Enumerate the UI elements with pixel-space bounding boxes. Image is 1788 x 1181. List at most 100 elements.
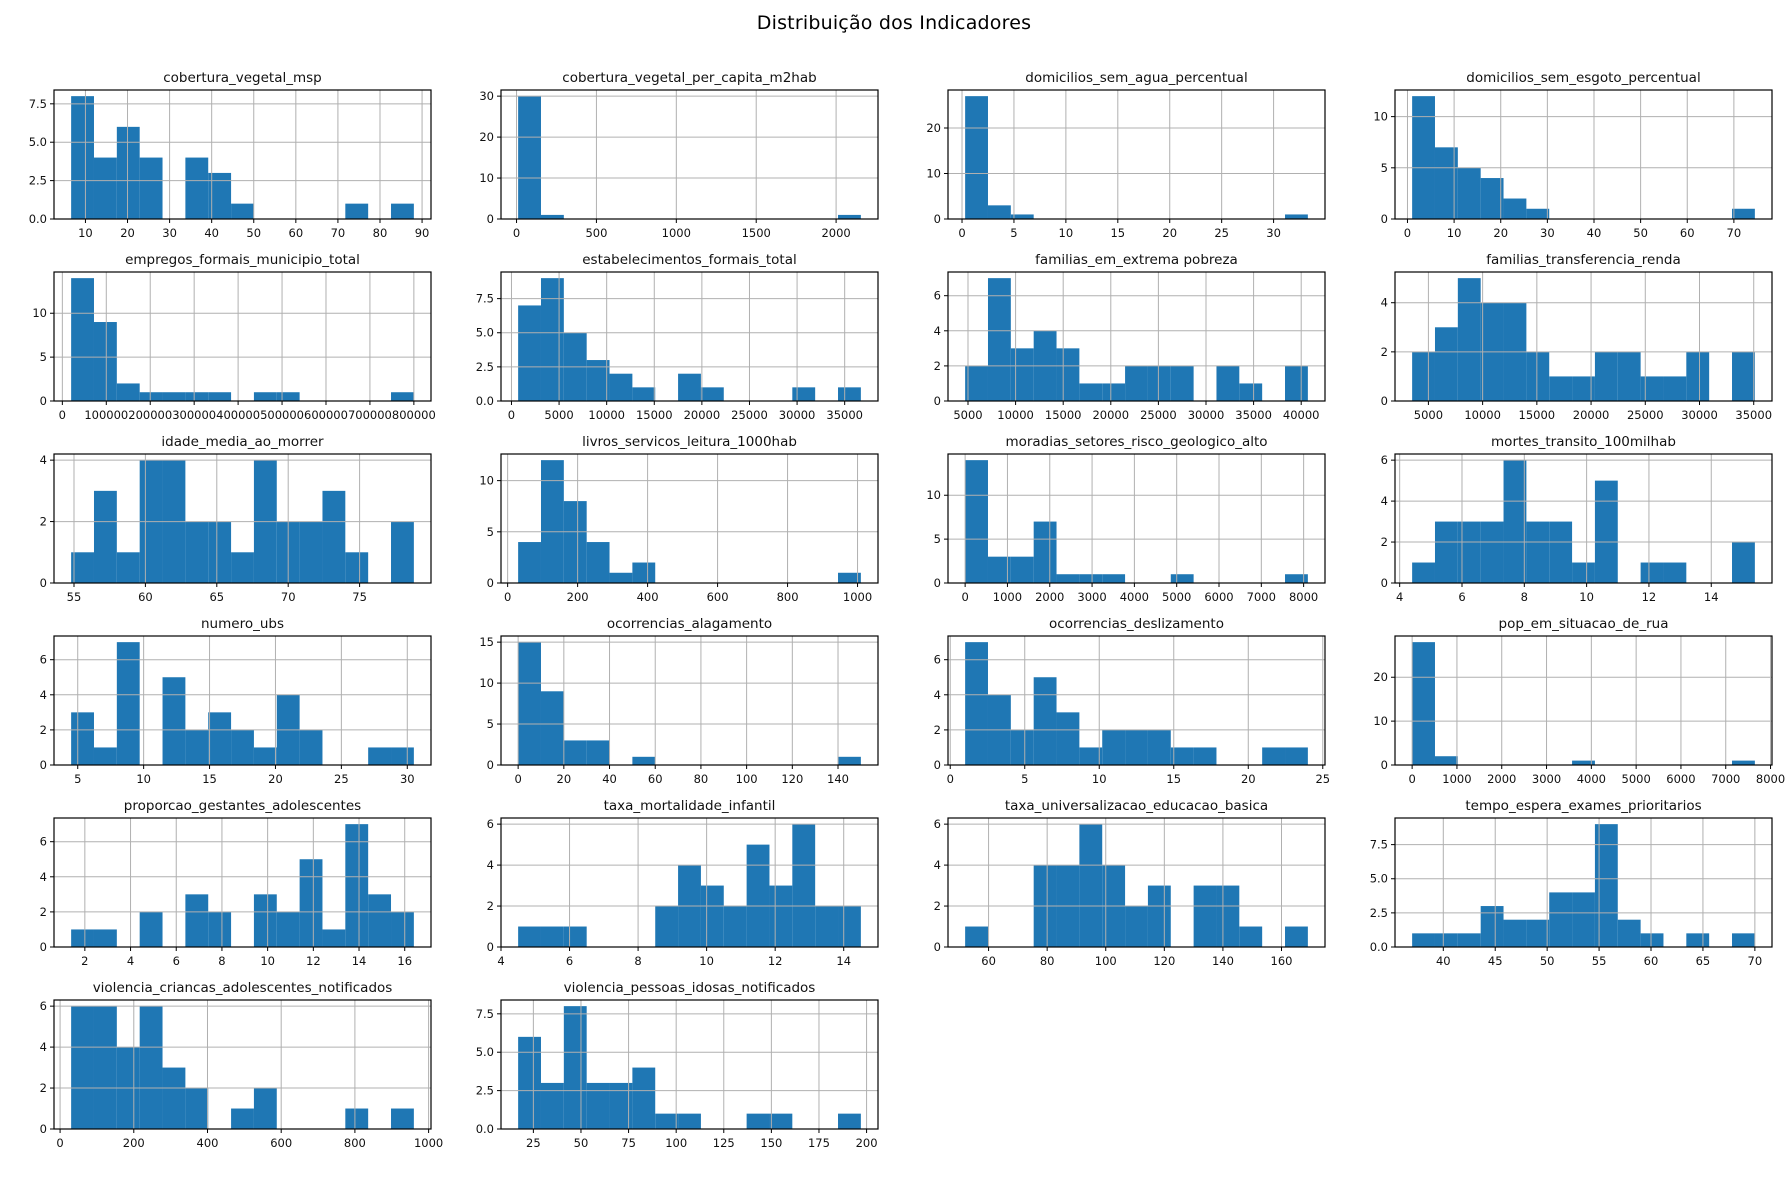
bar xyxy=(838,906,861,947)
bar xyxy=(1594,351,1618,401)
bar xyxy=(1480,521,1504,583)
bar xyxy=(368,747,392,765)
tick-label-x: 800 xyxy=(777,590,799,604)
tick-label-y: 5 xyxy=(487,525,494,539)
tick-label-x: 1000 xyxy=(414,1136,443,1150)
tick-label-y: 0 xyxy=(934,758,941,772)
tick-label-x: 8000 xyxy=(1756,772,1785,786)
tick-label-x: 5000 xyxy=(953,408,982,422)
bar xyxy=(609,572,633,583)
tick-label-y: 6 xyxy=(487,817,494,831)
tick-label-y: 4 xyxy=(1381,494,1388,508)
tick-label-x: 150 xyxy=(760,1136,782,1150)
histogram-ocorrencias-alagamento: ocorrencias_alagamento 0 20 40 60 80 100 120 140… xyxy=(447,614,894,792)
tick-label-x: 120 xyxy=(781,772,803,786)
tick-label-x: 10 xyxy=(1092,772,1107,786)
plot-frame xyxy=(947,635,1326,766)
tick-label-x: 125 xyxy=(713,1136,735,1150)
bar xyxy=(391,747,414,765)
bar xyxy=(1457,933,1481,947)
bar xyxy=(1412,562,1435,583)
tick-label-x: 100 xyxy=(736,772,758,786)
bar xyxy=(1193,885,1217,947)
tick-label-x: 6000 xyxy=(1666,772,1695,786)
bar xyxy=(632,756,656,765)
tick-label-x: 0 xyxy=(514,772,521,786)
plot-frame xyxy=(1394,89,1773,220)
bar xyxy=(987,556,1011,583)
tick-label-x: 300000 xyxy=(172,408,216,422)
bar xyxy=(723,906,747,947)
tick-label-x: 14 xyxy=(836,954,851,968)
chart-title: domicilios_sem_agua_percentual xyxy=(1025,70,1247,86)
bar xyxy=(1663,562,1687,583)
bar xyxy=(1125,729,1148,765)
bar xyxy=(700,885,724,947)
tick-label-y: 7.5 xyxy=(476,1007,494,1021)
bar xyxy=(609,373,633,401)
bar xyxy=(299,729,323,765)
tick-label-x: 6000 xyxy=(1204,590,1233,604)
bar xyxy=(1640,933,1664,947)
tick-label-y: 10 xyxy=(926,166,941,180)
bar xyxy=(518,926,541,947)
tick-label-x: 16 xyxy=(397,954,412,968)
bar xyxy=(71,712,94,765)
tick-label-x: 15 xyxy=(1110,226,1125,240)
tick-label-x: 80 xyxy=(373,226,388,240)
bar xyxy=(632,1067,656,1129)
bar xyxy=(1617,919,1641,947)
plot-frame xyxy=(1394,271,1773,402)
chart-title: tempo_espera_exames_prioritarios xyxy=(1465,798,1701,814)
bar xyxy=(391,1108,414,1129)
plot-frame xyxy=(1394,817,1773,948)
bar xyxy=(231,729,254,765)
bar xyxy=(1010,214,1034,219)
bar xyxy=(162,677,186,765)
bar xyxy=(276,392,300,401)
histogram-mortes-transito-100milhab: mortes_transito_100milhab 4 6 8 10 12 14 0 2 4 6 xyxy=(1341,432,1788,610)
bar xyxy=(586,360,610,401)
bar xyxy=(1010,729,1034,765)
tick-label-y: 2.5 xyxy=(29,174,47,188)
bar xyxy=(1572,892,1595,947)
tick-label-y: 6 xyxy=(934,653,941,667)
bar xyxy=(965,642,988,765)
bar xyxy=(299,521,323,583)
tick-label-x: 25 xyxy=(1315,772,1330,786)
bar xyxy=(540,926,564,947)
tick-label-x: 2000 xyxy=(1487,772,1516,786)
tick-label-y: 2 xyxy=(934,723,941,737)
bar xyxy=(322,490,346,583)
tick-label-x: 6 xyxy=(566,954,573,968)
tick-label-x: 0 xyxy=(504,590,511,604)
tick-label-x: 600 xyxy=(707,590,729,604)
plot-frame xyxy=(500,453,879,584)
histogram-domicilios-sem-agua-percentual: domicilios_sem_agua_percentual 0 5 10 15 20 25… xyxy=(894,68,1341,246)
bar xyxy=(93,747,117,765)
bar xyxy=(1239,383,1263,401)
plot-numero-ubs: numero_ubs 5 10 15 20 25 30 0 2 4 6 xyxy=(40,616,432,786)
bar xyxy=(185,157,209,219)
histogram-livros-servicos-leitura-1000hab: livros_servicos_leitura_1000hab 0 200 400 60… xyxy=(447,432,894,610)
chart-title: empregos_formais_municipio_total xyxy=(125,252,360,268)
bar xyxy=(1663,376,1687,401)
plot-domicilios-sem-esgoto-percentual: domicilios_sem_esgoto_percentual 0 10 20 30 4… xyxy=(1373,70,1773,240)
tick-label-x: 80 xyxy=(1040,954,1055,968)
bar xyxy=(71,278,94,401)
bar xyxy=(838,756,861,765)
tick-label-y: 10 xyxy=(926,488,941,502)
tick-label-y: 0.0 xyxy=(476,394,494,408)
tick-label-y: 5 xyxy=(934,532,941,546)
tick-label-x: 65 xyxy=(209,590,224,604)
bar xyxy=(1285,214,1308,219)
chart-title: familias_em_extrema pobreza xyxy=(1035,252,1238,268)
bar xyxy=(1434,147,1458,219)
bar xyxy=(700,387,724,401)
tick-label-x: 70 xyxy=(1727,226,1742,240)
bar xyxy=(253,747,277,765)
tick-label-x: 25000 xyxy=(1627,408,1664,422)
plot-moradias-setores-risco-geologico-alto: moradias_setores_risco_geologico_alto 0 10… xyxy=(926,434,1326,604)
tick-label-x: 75 xyxy=(352,590,367,604)
